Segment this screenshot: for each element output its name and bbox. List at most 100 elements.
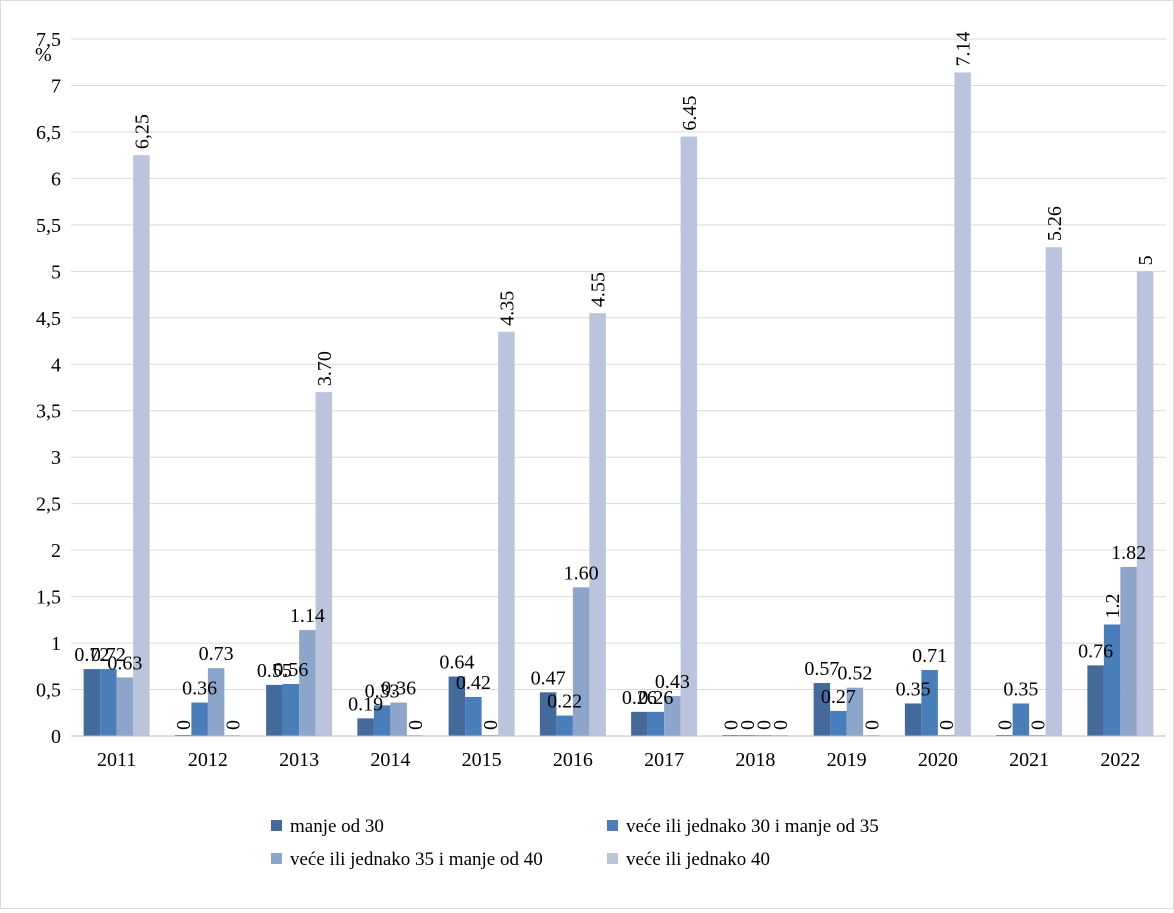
y-tick-label: 1,5 [36,587,61,609]
data-label: 0 [936,720,958,730]
x-tick-label: 2012 [188,749,228,771]
bar [465,696,482,736]
bar [680,136,698,736]
data-labels: 0.720.720.63 6,25 0 0.36 0.73 0 0.550.56 1.14 3.… [74,31,1157,730]
bar [1136,271,1154,736]
data-label: 7.14 [953,31,975,66]
data-label: 0.73 [199,643,234,665]
gridlines [71,38,1166,691]
bar [921,670,938,736]
bar [373,705,391,736]
y-tick-label: 7,5 [36,29,61,51]
bar [1087,665,1104,736]
bars [83,72,1154,737]
bar [191,702,208,736]
x-tick-label: 2017 [644,749,684,771]
bar [207,668,225,736]
data-label: 0.36 [182,678,217,700]
bar [357,718,374,736]
y-tick-label: 3 [51,447,61,469]
data-label: 0.42 [456,672,491,694]
data-label: 0 [737,720,759,730]
y-tick-label: 5,5 [36,215,61,237]
bar [498,331,515,736]
data-label: 0 [721,720,743,730]
x-tick-label: 2016 [553,749,593,771]
x-axis-tick-labels: 2011 2012 2013 2014 2015 2016 2017 2018 2019 2020… [97,749,1140,771]
data-label: 0.72 [74,644,109,666]
data-label: 0.47 [531,667,566,689]
data-label: 0 [1027,720,1049,730]
bar [813,683,831,736]
data-label: 0.52 [837,663,872,685]
bar [390,702,407,736]
data-label: 1.14 [290,605,325,627]
y-tick-label: 0,5 [36,680,61,702]
legend-label: manje od 30 [290,816,384,837]
bar [83,669,101,736]
bar [448,676,466,736]
legend-label: veće ili jednako 40 [626,849,770,870]
bar [647,711,665,736]
legend-label: veće ili jednako 35 i manje od 40 [290,849,543,870]
y-tick-label: 7 [51,75,61,97]
x-tick-label: 2014 [370,749,410,771]
bar [282,683,300,736]
data-label: 0.43 [655,671,690,693]
data-label: 0 [480,720,502,730]
x-tick-label: 2020 [918,749,958,771]
data-label: 0 [405,720,427,730]
bar [1120,566,1137,736]
data-label: 0.72 [91,644,126,666]
data-label: 0.57 [804,658,839,680]
data-label: 0.26 [622,687,657,709]
data-label: 0.56 [273,659,308,681]
data-label: 1.2 [1102,593,1124,618]
data-label: 0.63 [107,652,142,674]
legend-swatch [607,853,618,864]
data-label: 0.33 [365,680,400,702]
bar [1012,703,1030,736]
bar [1103,624,1121,736]
bar [100,669,117,736]
data-label: 0 [223,720,245,730]
legend-swatch [271,820,282,831]
bar [954,72,971,737]
bar [664,696,681,736]
data-label: 0 [770,720,792,730]
data-label: 0.71 [912,645,947,667]
x-tick-label: 2015 [462,749,502,771]
y-tick-label: 6 [51,168,61,190]
x-tick-label: 2022 [1100,749,1140,771]
bar [572,587,590,736]
data-label: 1.60 [564,562,599,584]
y-axis-tick-labels: 0 0,5 1 1,5 2 2,5 3 3,5 4 4,5 5 5,5 6 6,5 7 7,5 [36,29,61,748]
data-label: 0.36 [381,678,416,700]
legend-swatch [271,853,282,864]
data-label: 0.55 [257,660,292,682]
y-axis-label: % [35,44,52,66]
legend: manje od 30 veće ili jednako 30 i manje o… [271,816,879,870]
bar [266,684,283,736]
data-label: 0 [754,720,776,730]
y-tick-label: 3,5 [36,401,61,423]
bar [556,715,573,736]
y-tick-label: 1 [51,633,61,655]
data-label: 4.55 [588,272,610,307]
data-label: 0.27 [821,686,856,708]
x-tick-label: 2019 [827,749,867,771]
data-label: 0.26 [638,687,673,709]
y-tick-label: 0 [51,726,61,748]
data-label: 5.26 [1044,206,1066,241]
bar [539,692,557,736]
data-label: 0 [861,720,883,730]
legend-swatch [607,820,618,831]
data-label: 0.22 [547,691,582,713]
x-tick-label: 2011 [97,749,136,771]
data-label: 0.64 [439,652,474,674]
x-tick-label: 2021 [1009,749,1049,771]
bar [904,703,922,736]
data-label: 6,25 [131,114,153,149]
